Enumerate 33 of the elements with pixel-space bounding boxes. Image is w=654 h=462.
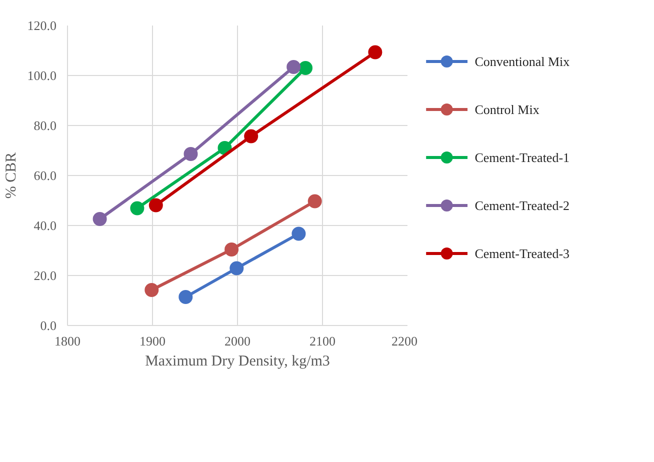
y-tick-label: 20.0 xyxy=(34,268,56,283)
point xyxy=(144,283,159,297)
x-tick-label: 2000 xyxy=(224,334,250,348)
point xyxy=(286,60,301,74)
x-tick-label: 1800 xyxy=(54,334,80,348)
y-tick-label: 60.0 xyxy=(34,168,56,183)
x-axis-title: Maximum Dry Density, kg/m3 xyxy=(145,354,330,370)
legend-label: Conventional Mix xyxy=(474,54,570,69)
x-tick-label: 2100 xyxy=(310,334,336,348)
point xyxy=(184,147,198,161)
x-tick-label: 2200 xyxy=(392,334,418,348)
legend-label: Cement-Treated-1 xyxy=(474,150,570,165)
y-tick-label: 100.0 xyxy=(27,68,56,83)
point xyxy=(298,61,312,75)
point xyxy=(230,261,244,276)
x-tick-label: 1900 xyxy=(140,334,166,348)
point xyxy=(292,226,306,241)
point xyxy=(130,201,144,216)
point xyxy=(148,198,163,212)
point xyxy=(244,129,258,144)
legend-label: Cement-Treated-2 xyxy=(474,198,570,213)
point xyxy=(368,45,382,60)
y-tick-label: 40.0 xyxy=(34,218,56,233)
point xyxy=(308,194,322,208)
y-tick-label: 120.0 xyxy=(27,18,56,33)
point xyxy=(178,290,193,304)
point xyxy=(224,242,239,256)
y-tick-label: 0.0 xyxy=(40,318,56,333)
legend-label: Control Mix xyxy=(474,102,540,117)
y-tick-label: 80.0 xyxy=(34,118,56,133)
legend-label: Cement-Treated-3 xyxy=(474,246,570,261)
point xyxy=(92,212,107,226)
y-axis-title: % CBR xyxy=(3,152,20,199)
